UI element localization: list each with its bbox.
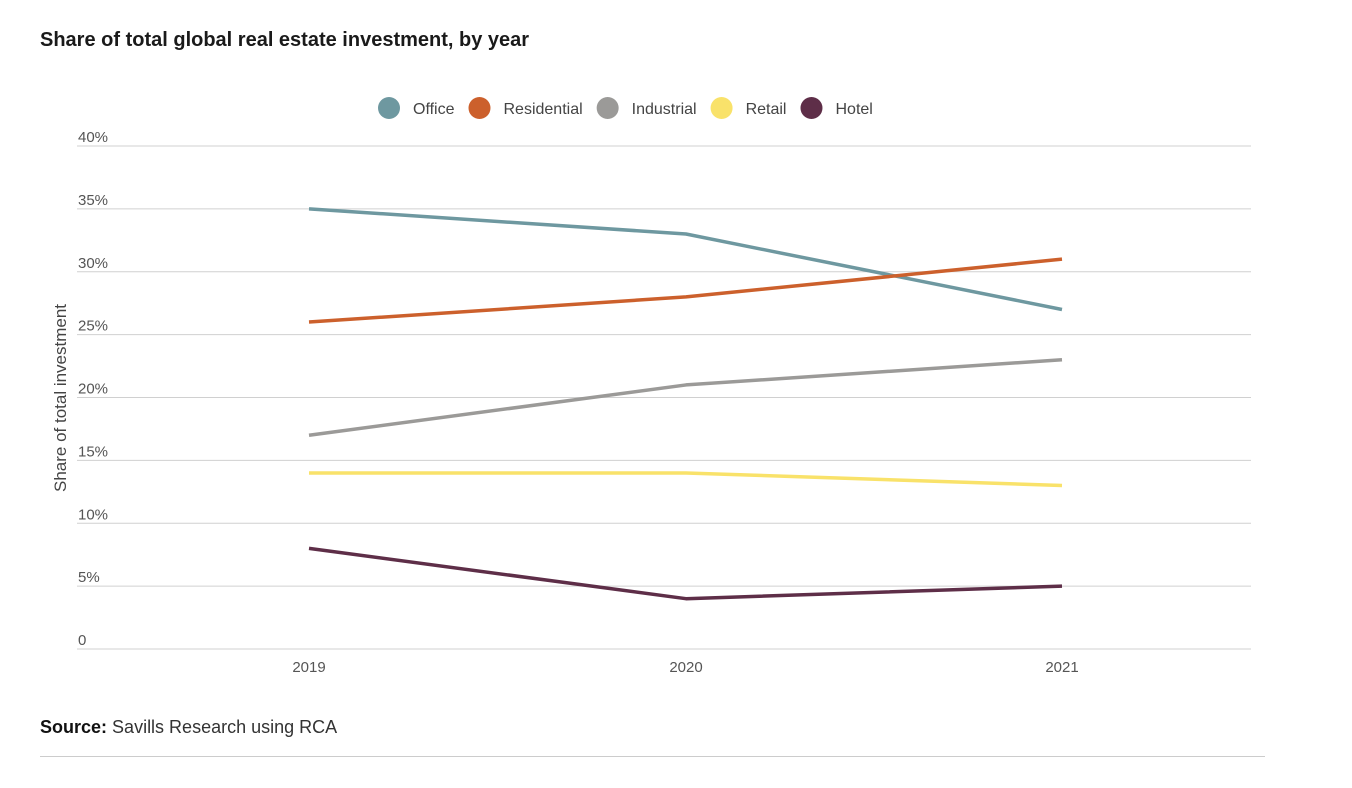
legend-marker xyxy=(800,97,823,119)
legend-label: Industrial xyxy=(632,101,697,118)
legend-item-residential: Residential xyxy=(468,97,583,119)
y-tick-label: 20% xyxy=(78,381,108,398)
legend-marker xyxy=(710,97,733,119)
source-note: Source: Savills Research using RCA xyxy=(40,717,337,738)
x-axis-ticks: 2019 2020 2021 xyxy=(292,659,1078,676)
legend-marker xyxy=(468,97,491,119)
legend-label: Hotel xyxy=(835,101,872,118)
series-line-residential xyxy=(308,257,1063,324)
series-line-industrial xyxy=(308,358,1063,437)
source-divider xyxy=(40,756,1265,757)
series-lines xyxy=(308,207,1063,601)
legend-marker xyxy=(378,97,400,119)
chart-title: Share of total global real estate invest… xyxy=(40,29,530,51)
y-tick-label: 0 xyxy=(78,632,86,649)
gridlines xyxy=(77,145,1251,650)
source-label: Source: xyxy=(40,717,108,737)
legend-item-hotel: Hotel xyxy=(800,97,873,119)
series-line-retail xyxy=(309,471,1063,488)
y-tick-label: 30% xyxy=(78,255,108,272)
legend-item-office: Office xyxy=(378,97,455,119)
x-tick-label: 2020 xyxy=(669,659,702,676)
y-tick-label: 25% xyxy=(78,318,108,335)
x-tick-label: 2021 xyxy=(1045,659,1078,676)
y-axis-ticks: 0 5% 10% 15% 20% 25% 30% 35% 40% xyxy=(78,129,108,649)
series-line-office xyxy=(308,207,1063,312)
legend-marker xyxy=(596,97,619,119)
y-tick-label: 35% xyxy=(78,192,108,209)
series-line-hotel xyxy=(308,546,1063,601)
legend-item-retail: Retail xyxy=(710,97,787,119)
legend: Office Residential Industrial Retail Hotel xyxy=(378,97,873,119)
legend-label: Retail xyxy=(746,101,787,118)
y-axis-title: Share of total investment xyxy=(51,304,70,492)
y-tick-label: 5% xyxy=(78,569,100,586)
legend-item-industrial: Industrial xyxy=(596,97,697,119)
line-chart: 0 5% 10% 15% 20% 25% 30% 35% 40% 2019 2020 2021 Of… xyxy=(51,97,1251,676)
legend-label: Residential xyxy=(504,101,583,118)
y-tick-label: 15% xyxy=(78,443,108,460)
legend-label: Office xyxy=(413,101,455,118)
y-tick-label: 10% xyxy=(78,506,108,523)
source-text: Savills Research using RCA xyxy=(112,717,338,737)
x-tick-label: 2019 xyxy=(292,659,325,676)
y-tick-label: 40% xyxy=(78,129,108,146)
